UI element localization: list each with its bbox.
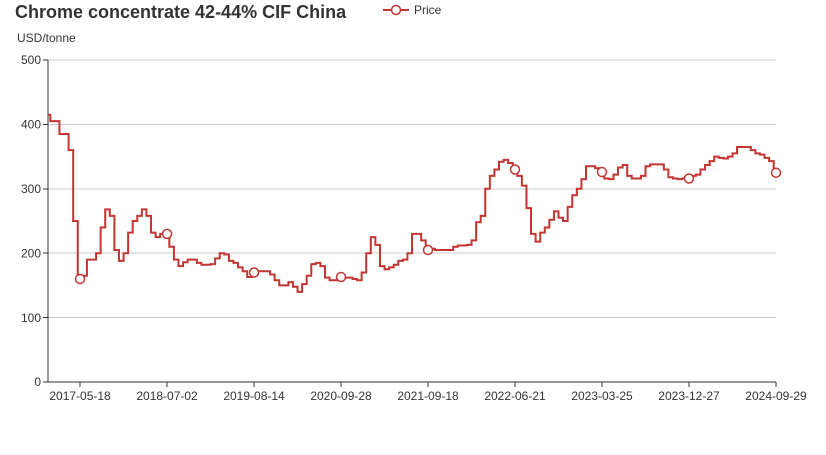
y-tick-label: 400 <box>21 118 41 132</box>
y-tick-label: 100 <box>21 311 41 325</box>
data-point-marker <box>74 273 86 285</box>
x-tick-label: 2022-06-21 <box>484 389 546 403</box>
line-circle-icon <box>383 4 409 16</box>
x-tick-label: 2017-05-18 <box>49 389 111 403</box>
x-tick-label: 2021-09-18 <box>397 389 459 403</box>
data-point-marker <box>596 166 608 178</box>
x-tick-label: 2019-08-14 <box>223 389 285 403</box>
x-tick-label: 2024-09-29 <box>745 389 807 403</box>
data-point-marker <box>770 167 782 178</box>
series-price <box>48 113 776 293</box>
data-point-marker <box>335 271 347 283</box>
y-tick-label: 300 <box>21 182 41 196</box>
data-point-marker <box>683 173 695 184</box>
x-tick-label: 2020-09-28 <box>310 389 372 403</box>
chart-title: Chrome concentrate 42-44% CIF China <box>15 2 347 22</box>
data-point-marker <box>161 228 173 240</box>
series-markers <box>74 164 782 285</box>
y-tick-label: 500 <box>21 53 41 67</box>
data-point-marker <box>509 164 521 175</box>
y-axis-title: USD/tonne <box>17 31 76 45</box>
x-tick-label: 2023-03-25 <box>571 389 633 403</box>
x-tick-label: 2023-12-27 <box>658 389 720 403</box>
gridlines <box>48 59 776 319</box>
y-tick-label: 0 <box>34 375 41 389</box>
data-point-marker <box>422 244 434 256</box>
series-line-price <box>48 113 776 293</box>
x-tick-label: 2018-07-02 <box>136 389 198 403</box>
data-point-marker <box>248 267 260 278</box>
y-tick-label: 200 <box>21 246 41 260</box>
legend-item-price[interactable]: Price <box>383 3 441 17</box>
axes: 0 100 200 300 400 500 2017-05-18 2018-07-02 2019… <box>21 53 807 403</box>
legend-label: Price <box>414 3 442 17</box>
